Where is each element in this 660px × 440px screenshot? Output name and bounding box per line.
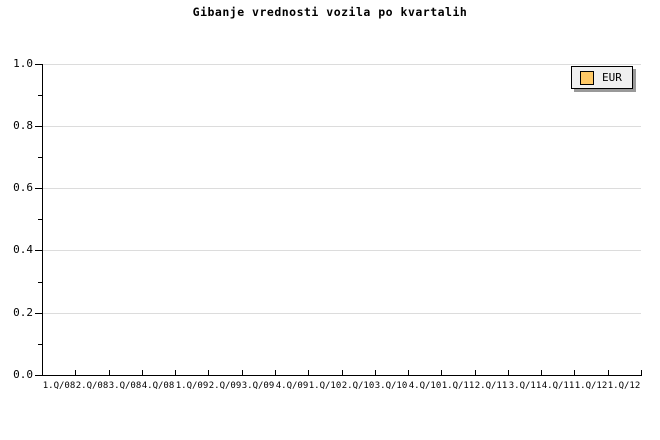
x-tick-label: 1.Q/09	[175, 381, 209, 391]
legend: EUR	[571, 66, 633, 89]
y-minor-tick	[38, 95, 42, 96]
y-minor-tick	[38, 282, 42, 283]
x-tick	[441, 370, 442, 375]
y-gridline	[42, 313, 641, 314]
x-tick-label: 1.Q/10	[308, 381, 342, 391]
x-tick	[208, 370, 209, 375]
x-tick	[342, 370, 343, 375]
x-tick-label: 3.Q/11	[508, 381, 542, 391]
x-tick-label: 4.Q/10	[408, 381, 442, 391]
x-tick-label: 3.Q/08	[108, 381, 142, 391]
x-tick	[508, 370, 509, 375]
x-tick	[308, 370, 309, 375]
x-tick-label: 3.Q/10	[374, 381, 408, 391]
x-tick-label: 1.Q/12	[574, 381, 608, 391]
x-tick	[75, 370, 76, 375]
y-major-tick	[35, 250, 42, 251]
y-gridline	[42, 64, 641, 65]
y-gridline	[42, 250, 641, 251]
y-major-tick	[35, 188, 42, 189]
x-tick-label: 1.Q/08	[42, 381, 76, 391]
y-gridline	[42, 188, 641, 189]
y-major-tick	[35, 126, 42, 127]
x-tick-label: 3.Q/09	[241, 381, 275, 391]
y-tick-label: 0.6	[13, 181, 33, 194]
x-tick-label: 2.Q/10	[341, 381, 375, 391]
x-tick-label: 2.Q/09	[208, 381, 242, 391]
x-tick	[475, 370, 476, 375]
x-tick	[375, 370, 376, 375]
y-tick-label: 0.0	[13, 368, 33, 381]
y-major-tick	[35, 313, 42, 314]
x-axis-line	[42, 375, 642, 376]
y-axis-line	[42, 64, 43, 376]
x-tick-label: 4.Q/09	[275, 381, 309, 391]
x-tick	[142, 370, 143, 375]
y-tick-label: 0.8	[13, 119, 33, 132]
x-tick-label: 1.Q/12	[607, 381, 641, 391]
y-tick-label: 0.4	[13, 243, 33, 256]
x-tick	[109, 370, 110, 375]
y-minor-tick	[38, 157, 42, 158]
x-tick	[608, 370, 609, 375]
x-tick	[175, 370, 176, 375]
x-tick-label: 2.Q/08	[75, 381, 109, 391]
eur-series-swatch	[580, 70, 594, 85]
legend-label: EUR	[602, 71, 622, 84]
x-tick-label: 4.Q/08	[141, 381, 175, 391]
y-gridline	[42, 126, 641, 127]
x-tick	[242, 370, 243, 375]
y-tick-label: 1.0	[13, 57, 33, 70]
x-tick	[641, 370, 642, 375]
x-tick	[541, 370, 542, 375]
y-minor-tick	[38, 344, 42, 345]
x-tick-label: 2.Q/11	[474, 381, 508, 391]
y-tick-label: 0.2	[13, 306, 33, 319]
y-major-tick	[35, 64, 42, 65]
x-tick-label: 4.Q/11	[541, 381, 575, 391]
chart-title: Gibanje vrednosti vozila po kvartalih	[192, 5, 468, 19]
x-tick	[574, 370, 575, 375]
x-tick-label: 1.Q/11	[441, 381, 475, 391]
x-tick	[275, 370, 276, 375]
x-tick	[408, 370, 409, 375]
y-minor-tick	[38, 219, 42, 220]
y-major-tick	[35, 375, 42, 376]
